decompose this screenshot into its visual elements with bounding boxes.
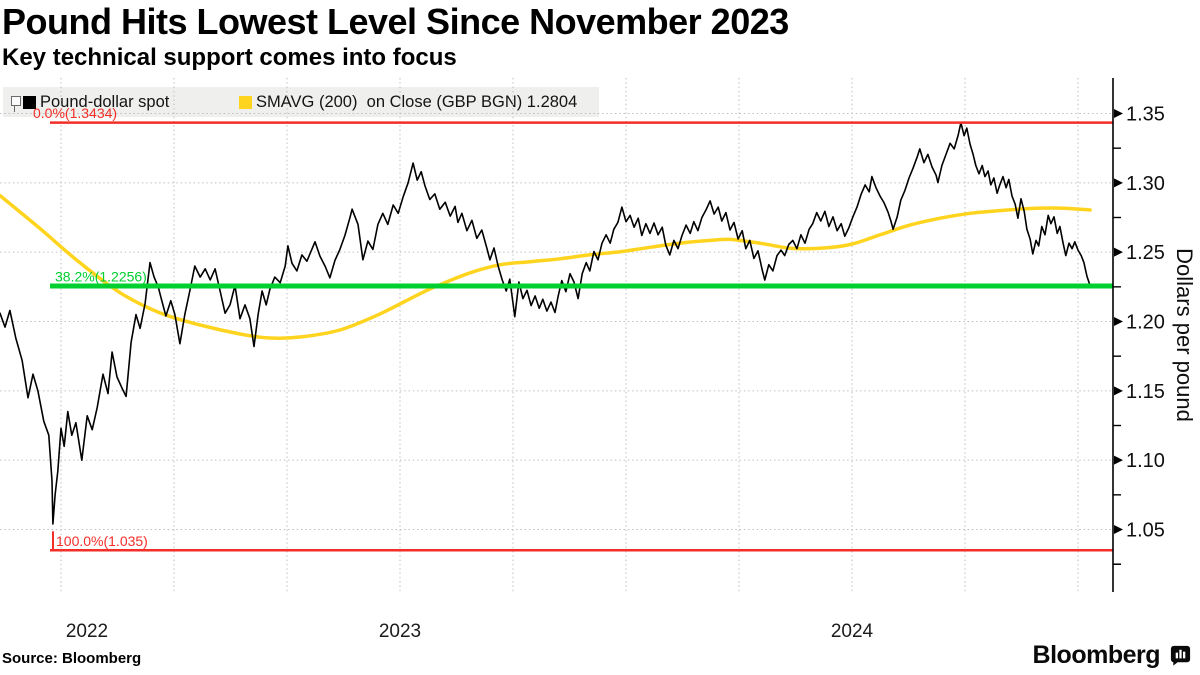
price-line	[0, 121, 1091, 525]
y-major-tick	[1114, 178, 1123, 188]
fib-label: 100.0%(1.035)	[56, 533, 148, 549]
page-title: Pound Hits Lowest Level Since November 2…	[2, 1, 789, 42]
fib-label: 38.2%(1.2256)	[55, 269, 147, 285]
bloomberg-mark-icon	[1170, 645, 1191, 666]
bloomberg-wordmark: Bloomberg	[1032, 641, 1161, 669]
sma-line	[0, 193, 1092, 341]
x-tick-label: 2023	[379, 621, 421, 642]
x-tick-label: 2024	[831, 621, 874, 642]
y-tick-label: 1.30	[1126, 173, 1165, 195]
y-major-tick	[1114, 386, 1123, 396]
price-series-label: Pound-dollar spot	[40, 92, 170, 111]
price-series-swatch	[23, 95, 36, 109]
y-major-tick	[1114, 525, 1123, 535]
panel-toggle-icon[interactable]	[11, 96, 21, 112]
y-major-tick	[1114, 317, 1123, 327]
bloomberg-logo: Bloomberg	[1033, 641, 1192, 670]
y-major-tick	[1114, 247, 1123, 257]
y-tick-label: 1.10	[1126, 450, 1165, 472]
legend-item-pound-dollar-spot[interactable]: Pound-dollar spot	[23, 87, 169, 117]
chart-legend: Pound-dollar spot SMAVG (200) on Close (…	[3, 87, 599, 117]
y-tick-label: 1.15	[1126, 381, 1165, 403]
x-tick-label: 2022	[66, 621, 108, 642]
y-axis-title: Dollars per pound	[1172, 248, 1197, 422]
page-subtitle: Key technical support comes into focus	[2, 44, 457, 71]
source-attribution: Source: Bloomberg	[2, 650, 142, 667]
y-tick-label: 1.25	[1126, 242, 1165, 264]
y-major-tick	[1114, 109, 1123, 118]
legend-item-smavg[interactable]: SMAVG (200) on Close (GBP BGN) 1.2804	[239, 87, 577, 117]
y-tick-label: 1.05	[1126, 520, 1165, 542]
sma-series-label: SMAVG (200) on Close (GBP BGN) 1.2804	[256, 92, 578, 111]
y-tick-label: 1.35	[1126, 104, 1165, 126]
y-major-tick	[1114, 455, 1123, 465]
sma-series-swatch	[239, 95, 252, 109]
y-tick-label: 1.20	[1126, 312, 1165, 334]
